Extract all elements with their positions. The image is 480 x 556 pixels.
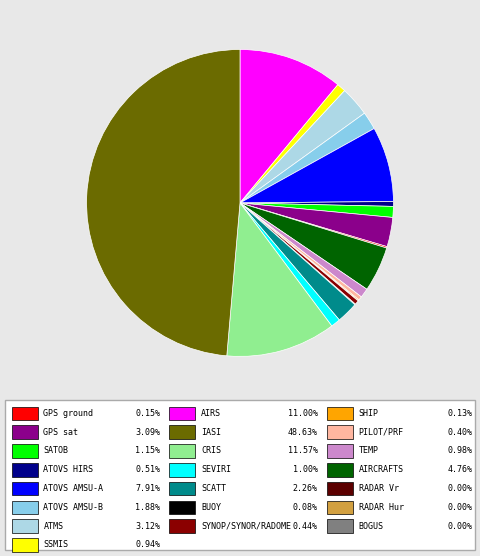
Text: SSMIS: SSMIS xyxy=(43,540,68,549)
Text: 2.26%: 2.26% xyxy=(293,484,318,493)
Text: ATOVS AMSU-A: ATOVS AMSU-A xyxy=(43,484,103,493)
Text: 0.40%: 0.40% xyxy=(448,428,473,436)
Text: 0.00%: 0.00% xyxy=(448,484,473,493)
Wedge shape xyxy=(240,203,361,300)
Wedge shape xyxy=(240,203,358,301)
Wedge shape xyxy=(240,201,394,206)
Wedge shape xyxy=(240,203,358,301)
Wedge shape xyxy=(240,203,393,247)
Text: 7.91%: 7.91% xyxy=(135,484,160,493)
Wedge shape xyxy=(240,203,387,248)
Text: 3.09%: 3.09% xyxy=(135,428,160,436)
Bar xyxy=(327,481,353,495)
Text: 11.57%: 11.57% xyxy=(288,446,318,455)
Text: ATMS: ATMS xyxy=(43,522,63,530)
Wedge shape xyxy=(240,203,355,320)
Text: IASI: IASI xyxy=(201,428,221,436)
Bar xyxy=(169,481,195,495)
Wedge shape xyxy=(240,203,367,297)
Text: SCATT: SCATT xyxy=(201,484,226,493)
Bar xyxy=(12,425,38,439)
Text: RADAR Hur: RADAR Hur xyxy=(359,503,404,512)
Wedge shape xyxy=(86,49,240,356)
Text: 0.98%: 0.98% xyxy=(448,446,473,455)
Wedge shape xyxy=(240,91,364,203)
Wedge shape xyxy=(240,203,394,217)
Wedge shape xyxy=(240,203,358,304)
Text: 11.00%: 11.00% xyxy=(288,409,318,418)
Bar xyxy=(12,406,38,420)
Wedge shape xyxy=(227,203,332,356)
Bar xyxy=(169,519,195,533)
Bar xyxy=(169,406,195,420)
Bar xyxy=(169,463,195,476)
Wedge shape xyxy=(240,203,359,301)
Text: SEVIRI: SEVIRI xyxy=(201,465,231,474)
Bar xyxy=(327,463,353,476)
Bar xyxy=(327,425,353,439)
Text: 0.51%: 0.51% xyxy=(135,465,160,474)
Bar xyxy=(12,444,38,458)
Text: ATOVS AMSU-B: ATOVS AMSU-B xyxy=(43,503,103,512)
Text: ATOVS HIRS: ATOVS HIRS xyxy=(43,465,94,474)
Text: 48.63%: 48.63% xyxy=(288,428,318,436)
Wedge shape xyxy=(240,85,345,203)
Bar xyxy=(327,519,353,533)
Text: TEMP: TEMP xyxy=(359,446,379,455)
Text: 0.00%: 0.00% xyxy=(448,503,473,512)
Text: 0.00%: 0.00% xyxy=(448,522,473,530)
Text: 0.08%: 0.08% xyxy=(293,503,318,512)
Wedge shape xyxy=(240,113,374,203)
Text: SHIP: SHIP xyxy=(359,409,379,418)
Wedge shape xyxy=(240,203,358,301)
Text: 0.94%: 0.94% xyxy=(135,540,160,549)
Text: GPS sat: GPS sat xyxy=(43,428,78,436)
Text: 0.44%: 0.44% xyxy=(293,522,318,530)
Text: AIRS: AIRS xyxy=(201,409,221,418)
Text: BOGUS: BOGUS xyxy=(359,522,384,530)
Text: CRIS: CRIS xyxy=(201,446,221,455)
Wedge shape xyxy=(240,49,338,203)
Bar xyxy=(12,481,38,495)
Text: GPS ground: GPS ground xyxy=(43,409,94,418)
Wedge shape xyxy=(240,203,387,289)
Bar xyxy=(12,538,38,552)
Bar xyxy=(12,519,38,533)
Bar xyxy=(169,500,195,514)
Bar xyxy=(327,444,353,458)
Bar xyxy=(12,463,38,476)
Text: 1.88%: 1.88% xyxy=(135,503,160,512)
Bar xyxy=(169,425,195,439)
Bar xyxy=(327,500,353,514)
Text: 1.00%: 1.00% xyxy=(293,465,318,474)
Text: 1.15%: 1.15% xyxy=(135,446,160,455)
Text: SYNOP/SYNOR/RADOME: SYNOP/SYNOR/RADOME xyxy=(201,522,291,530)
Wedge shape xyxy=(240,203,355,305)
Wedge shape xyxy=(240,128,394,203)
Text: PILOT/PRF: PILOT/PRF xyxy=(359,428,404,436)
Text: 0.15%: 0.15% xyxy=(135,409,160,418)
Wedge shape xyxy=(240,203,339,326)
Text: RADAR Vr: RADAR Vr xyxy=(359,484,398,493)
Text: 0.13%: 0.13% xyxy=(448,409,473,418)
Text: AIRCRAFTS: AIRCRAFTS xyxy=(359,465,404,474)
Bar xyxy=(12,500,38,514)
Bar xyxy=(327,406,353,420)
Text: 4.76%: 4.76% xyxy=(448,465,473,474)
Bar xyxy=(169,444,195,458)
Text: SATOB: SATOB xyxy=(43,446,68,455)
Text: BUOY: BUOY xyxy=(201,503,221,512)
Text: 3.12%: 3.12% xyxy=(135,522,160,530)
